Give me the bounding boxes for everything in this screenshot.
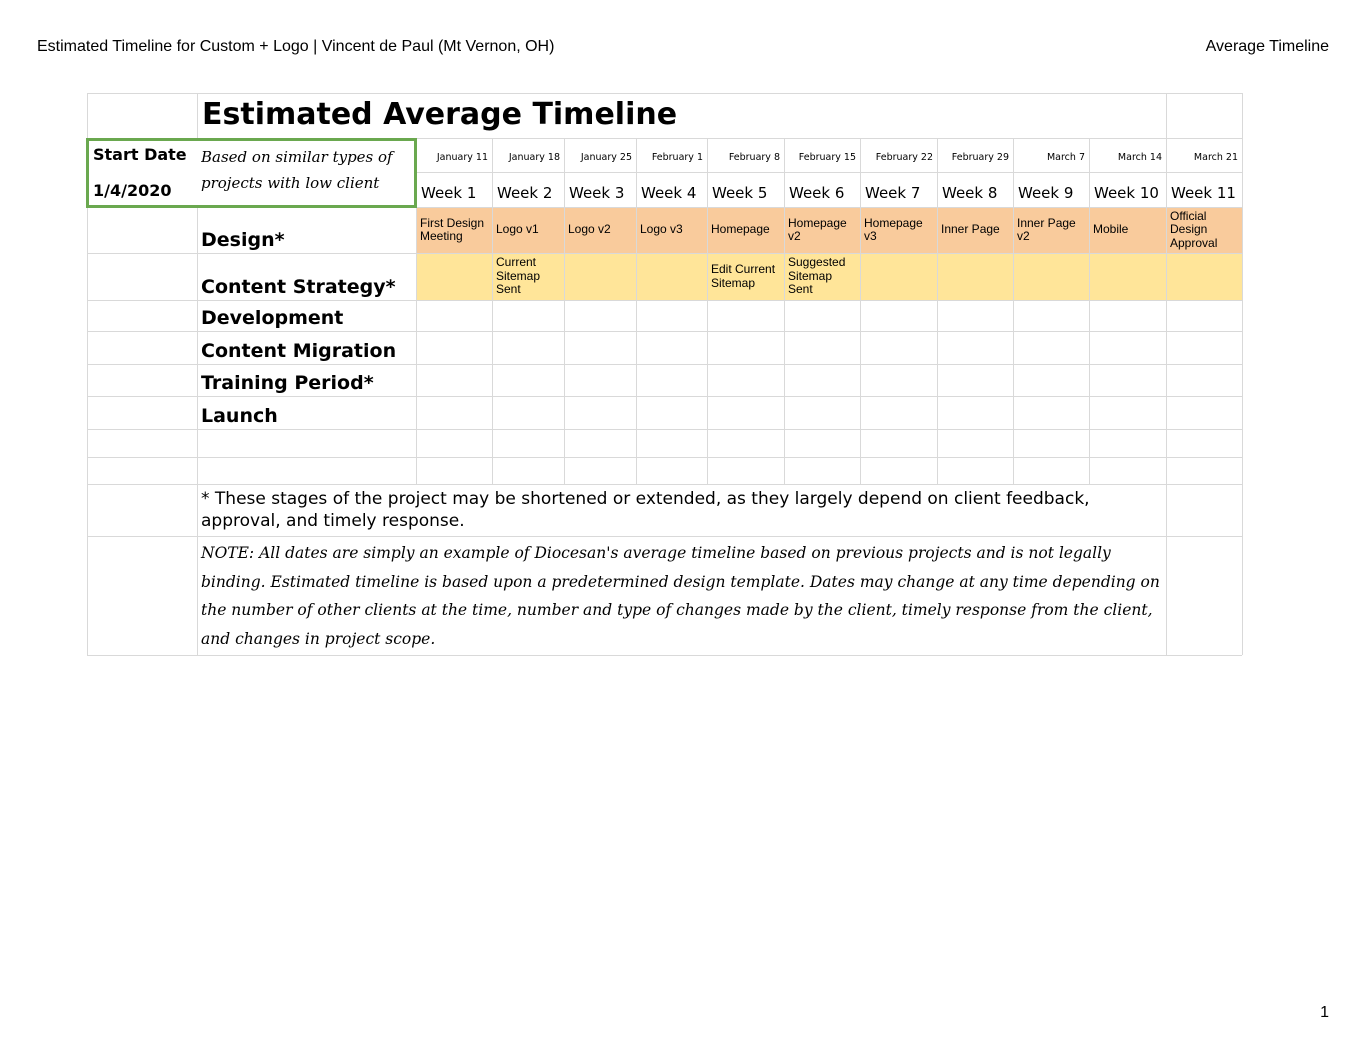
row-fill xyxy=(416,253,1242,300)
week: Week 1 xyxy=(421,184,477,202)
week: Week 5 xyxy=(712,184,768,202)
grid-line xyxy=(564,93,565,655)
note: NOTE: All dates are simply an example of… xyxy=(201,544,1160,648)
task-cell: First Design Meeting xyxy=(420,215,485,243)
week: Week 3 xyxy=(569,184,625,202)
grid-line xyxy=(87,484,1242,485)
grid-line xyxy=(707,93,708,655)
week: Week 11 xyxy=(1171,184,1236,202)
grid-line xyxy=(87,253,1242,254)
grid-line xyxy=(87,364,1242,365)
task-cell: Edit Current Sitemap xyxy=(711,262,776,290)
week: Week 2 xyxy=(497,184,553,202)
task-cell: Logo v1 xyxy=(496,222,539,237)
task-cell: Mobile xyxy=(1093,222,1129,237)
grid-line xyxy=(784,93,785,655)
week: Week 7 xyxy=(865,184,921,202)
task-cell: Suggested Sitemap Sent xyxy=(788,255,846,297)
grid-line xyxy=(87,655,1242,656)
grid-line xyxy=(197,93,198,655)
row-label: Design* xyxy=(201,229,285,251)
header-left: Estimated Timeline for Custom + Logo | V… xyxy=(37,38,555,55)
grid-line xyxy=(87,396,1242,397)
date: January 25 xyxy=(580,152,632,163)
task-cell: Official Design Approval xyxy=(1170,208,1218,250)
grid-line xyxy=(87,93,88,655)
week: Week 10 xyxy=(1094,184,1159,202)
row-label: Content Strategy* xyxy=(201,276,396,298)
date: March 7 xyxy=(1046,152,1085,163)
title: Estimated Average Timeline xyxy=(202,97,678,132)
page-number: 1 xyxy=(1320,1004,1329,1021)
date: January 18 xyxy=(508,152,560,163)
grid-line xyxy=(636,93,637,655)
grid-line xyxy=(1013,93,1014,655)
date: March 14 xyxy=(1117,152,1162,163)
row-fill xyxy=(416,207,1242,253)
row-label: Development xyxy=(201,307,344,329)
task-cell: Inner Page xyxy=(941,222,1000,237)
task-cell: Inner Page v2 xyxy=(1017,215,1076,243)
grid-line xyxy=(1166,93,1167,655)
date: March 21 xyxy=(1193,152,1238,163)
grid-line xyxy=(87,300,1242,301)
grid-line xyxy=(197,536,1166,537)
footnote: * These stages of the project may be sho… xyxy=(201,489,1090,531)
grid-line xyxy=(1089,93,1090,655)
row-label: Launch xyxy=(201,405,278,427)
grid-line xyxy=(416,93,417,655)
week: Week 4 xyxy=(641,184,697,202)
header-right: Average Timeline xyxy=(1205,38,1329,55)
grid-line xyxy=(87,93,1242,94)
week: Week 9 xyxy=(1018,184,1074,202)
date: February 22 xyxy=(875,152,933,163)
row-label: Training Period* xyxy=(201,372,374,394)
row-label: Content Migration xyxy=(201,340,397,362)
week: Week 6 xyxy=(789,184,845,202)
task-cell: Homepage xyxy=(711,222,770,237)
task-cell: Homepage v3 xyxy=(864,215,923,243)
date: February 8 xyxy=(728,152,780,163)
start-label: Start Date xyxy=(93,145,187,164)
start-value: 1/4/2020 xyxy=(93,181,172,200)
task-cell: Current Sitemap Sent xyxy=(496,255,541,297)
date: February 15 xyxy=(798,152,856,163)
date: February 1 xyxy=(651,152,703,163)
merge xyxy=(198,485,1166,655)
week: Week 8 xyxy=(942,184,998,202)
start-box xyxy=(86,138,417,208)
start-note: Based on similar types of projects with … xyxy=(201,148,393,192)
date: February 29 xyxy=(951,152,1009,163)
task-cell: Homepage v2 xyxy=(788,215,847,243)
task-cell: Logo v2 xyxy=(568,222,611,237)
grid-line xyxy=(860,93,861,655)
grid-line xyxy=(937,93,938,655)
grid-line xyxy=(492,93,493,655)
grid-line xyxy=(87,429,1242,430)
grid-line xyxy=(87,138,1242,139)
grid-line xyxy=(87,331,1242,332)
date: January 11 xyxy=(436,152,488,163)
grid-line xyxy=(87,457,1242,458)
grid-line xyxy=(87,207,1242,208)
grid-line xyxy=(1242,93,1243,655)
grid-line xyxy=(87,172,1242,173)
task-cell: Logo v3 xyxy=(640,222,683,237)
merge xyxy=(198,94,1166,138)
